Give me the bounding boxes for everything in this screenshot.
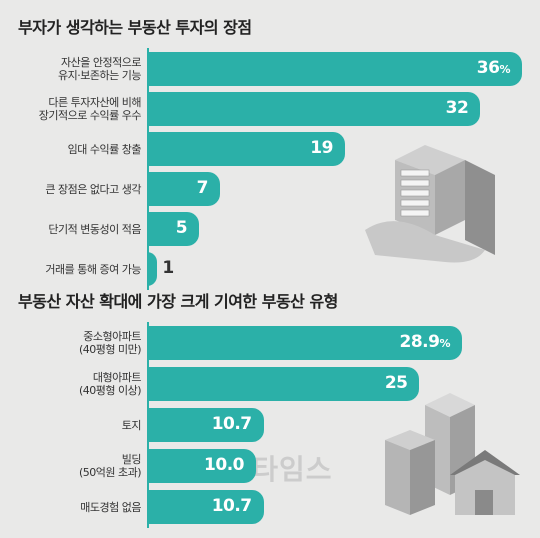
buildings-illustration — [385, 393, 520, 515]
category-label: 토지 — [121, 418, 142, 432]
category-label: 빌딩 (50억원 초과) — [78, 453, 142, 479]
value-label: 10.7 — [211, 414, 252, 434]
category-label: 단기적 변동성이 적음 — [48, 222, 141, 236]
value-label: 28.9% — [399, 332, 451, 352]
category-label: 임대 수익률 창출 — [67, 142, 142, 156]
bar — [147, 132, 345, 166]
bar — [147, 490, 264, 524]
chart1-title: 부자가 생각하는 부동산 투자의 장점 — [18, 18, 252, 37]
chart2-title: 부동산 자산 확대에 가장 크게 기여한 부동산 유형 — [18, 292, 338, 311]
category-label: 다른 투자자산에 비해 장기적으로 수익률 우수 — [38, 96, 142, 122]
unit-label: % — [439, 337, 450, 350]
value-label: 36% — [476, 58, 511, 78]
bar — [147, 326, 462, 360]
category-label: 자산을 안정적으로 유지·보존하는 기능 — [58, 56, 141, 82]
value-label: 25 — [384, 373, 408, 393]
value-label: 19 — [310, 138, 333, 158]
category-label: 거래를 통해 증여 가능 — [45, 262, 141, 276]
bar — [147, 212, 200, 246]
value-label: 10.0 — [204, 455, 244, 475]
category-label: 큰 장점은 없다고 생각 — [45, 182, 141, 196]
category-label: 대형아파트 (40평형 이상) — [78, 371, 142, 397]
value-label: 5 — [175, 218, 188, 238]
category-label: 매도경험 없음 — [80, 500, 141, 514]
value-label: 7 — [196, 178, 209, 198]
value-label: 32 — [445, 98, 469, 118]
money-building-illustration — [365, 145, 495, 263]
bar — [147, 172, 220, 206]
bar — [147, 92, 481, 126]
bar — [147, 408, 264, 442]
category-label: 중소형아파트 (40평형 미만) — [78, 330, 142, 356]
bar — [147, 52, 522, 86]
value-label: 1 — [162, 258, 174, 278]
bar — [147, 252, 158, 286]
bar — [147, 367, 420, 401]
unit-label: % — [499, 63, 510, 76]
value-label: 10.7 — [211, 496, 252, 516]
chart1-axis — [147, 48, 149, 290]
bar — [147, 449, 256, 483]
